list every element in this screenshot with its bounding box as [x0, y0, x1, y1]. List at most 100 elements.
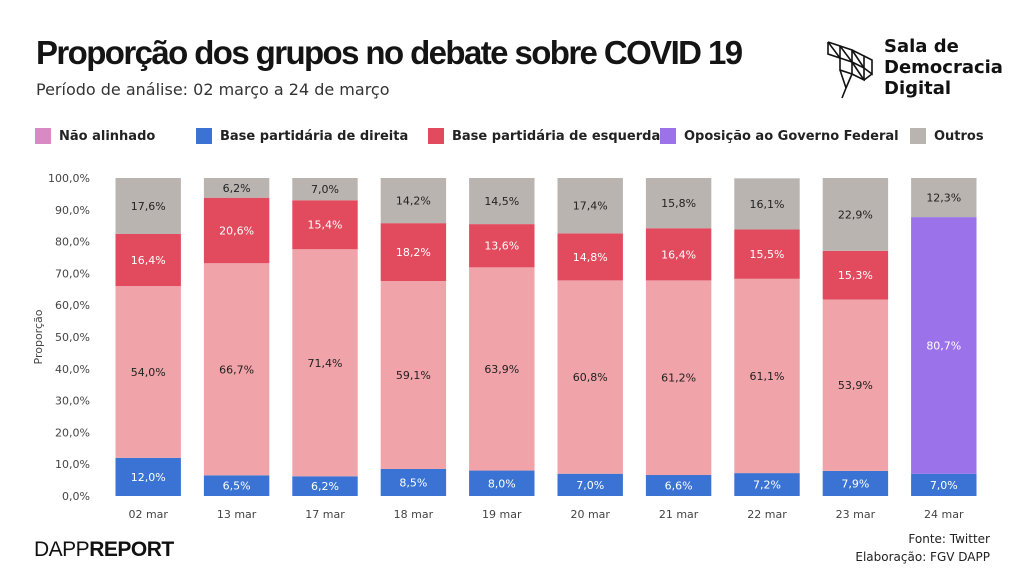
bar-segment [469, 470, 535, 496]
bar-segment [203, 197, 270, 264]
data-label: 15,3% [838, 269, 873, 282]
data-label: 60,8% [573, 371, 608, 384]
bar-segment [645, 228, 712, 281]
bar-segment [292, 178, 358, 201]
bar-segment [115, 233, 181, 287]
data-label: 66,7% [219, 363, 254, 376]
data-label: 61,1% [750, 370, 785, 383]
bar-segment [469, 224, 535, 268]
data-label: 59,1% [396, 369, 431, 382]
bar-segment [469, 267, 535, 471]
data-label: 17,4% [573, 200, 608, 213]
data-label: 12,3% [926, 192, 961, 205]
data-label: 14,2% [396, 195, 431, 208]
bar-segment [380, 281, 447, 469]
data-label: 6,2% [311, 480, 339, 493]
brand-prefix: DAPP [34, 538, 90, 561]
bar-segment [557, 280, 623, 474]
bar-segment [822, 178, 889, 251]
chart-subtitle: Período de análise: 02 março a 24 de mar… [36, 80, 390, 99]
bar-segment [292, 200, 358, 250]
bar-segment [115, 286, 181, 458]
source-note: Fonte: Twitter [908, 532, 990, 546]
data-label: 22,9% [838, 208, 873, 221]
data-label: 53,9% [838, 379, 873, 392]
x-tick-label: 21 mar [659, 508, 699, 521]
bar-segment [645, 475, 712, 496]
y-tick-label: 20,0% [55, 426, 90, 439]
bar-segment [822, 470, 889, 496]
legend-swatch [196, 128, 212, 144]
bar-segment [557, 473, 623, 496]
data-label: 6,6% [665, 480, 693, 493]
legend-label: Oposição ao Governo Federal [684, 128, 899, 144]
cube-icon [827, 41, 873, 99]
data-label: 7,0% [311, 183, 339, 196]
data-label: 7,0% [930, 479, 958, 492]
data-label: 18,2% [396, 246, 431, 259]
legend-item-oposicao: Oposição ao Governo Federal [660, 128, 899, 144]
bar-segment [734, 278, 800, 474]
data-label: 80,7% [926, 339, 961, 352]
bar-segment [822, 250, 889, 300]
legend-swatch [660, 128, 676, 144]
bar-segment [557, 178, 623, 234]
bar-segment [292, 249, 358, 477]
bar-segment [380, 468, 447, 496]
logo-line-1: Sala de [884, 36, 959, 57]
data-label: 71,4% [308, 357, 343, 370]
logo-line-2: Democracia [884, 57, 1003, 78]
legend-label: Base partidária de esquerda [452, 128, 661, 144]
y-tick-label: 60,0% [55, 299, 90, 312]
y-tick-label: 0,0% [62, 490, 90, 503]
bar-segment [203, 263, 270, 476]
sala-democracia-digital-logo: Sala de Democracia Digital [824, 36, 1004, 102]
bar-segment [115, 178, 181, 234]
logo-text: Sala de Democracia Digital [884, 36, 1003, 99]
data-label: 12,0% [131, 471, 166, 484]
legend-item-base-direita: Base partidária de direita [196, 128, 408, 144]
data-label: 15,5% [750, 248, 785, 261]
data-label: 16,4% [131, 254, 166, 267]
data-label: 7,0% [576, 479, 604, 492]
data-label: 7,2% [753, 479, 781, 492]
data-label: 8,5% [399, 476, 427, 489]
data-label: 15,8% [661, 197, 696, 210]
data-label: 16,4% [661, 248, 696, 261]
legend-swatch [910, 128, 926, 144]
dapp-report-logo: DAPPREPORT [34, 538, 174, 562]
data-label: 13,6% [484, 240, 519, 253]
bar-segment [469, 178, 535, 225]
legend-item-outros: Outros [910, 128, 984, 144]
x-tick-label: 17 mar [305, 508, 345, 521]
bar-segment [822, 299, 889, 471]
x-tick-label: 23 mar [836, 508, 876, 521]
bar-segment [292, 476, 358, 496]
data-label: 63,9% [484, 363, 519, 376]
y-tick-label: 10,0% [55, 458, 90, 471]
bar-segment [645, 280, 712, 476]
legend-swatch [428, 128, 444, 144]
bar-segment [911, 473, 977, 496]
y-tick-label: 30,0% [55, 395, 90, 408]
y-tick-label: 80,0% [55, 236, 90, 249]
bar-segment [734, 229, 800, 279]
y-tick-label: 90,0% [55, 204, 90, 217]
data-label: 61,2% [661, 372, 696, 385]
y-axis-label: Proporção [32, 309, 45, 364]
x-tick-label: 20 mar [570, 508, 610, 521]
bar-segment [911, 178, 977, 218]
bar-segment [645, 178, 712, 229]
x-tick-label: 18 mar [394, 508, 434, 521]
data-label: 20,6% [219, 224, 254, 237]
chart-title: Proporção dos grupos no debate sobre COV… [36, 34, 743, 71]
x-tick-label: 19 mar [482, 508, 522, 521]
data-label: 17,6% [131, 200, 166, 213]
bar-segment [203, 475, 270, 496]
data-label: 6,5% [223, 480, 251, 493]
x-tick-label: 13 mar [217, 508, 257, 521]
bar-segment [734, 178, 800, 230]
data-label: 8,0% [488, 477, 516, 490]
logo-line-3: Digital [884, 78, 952, 99]
